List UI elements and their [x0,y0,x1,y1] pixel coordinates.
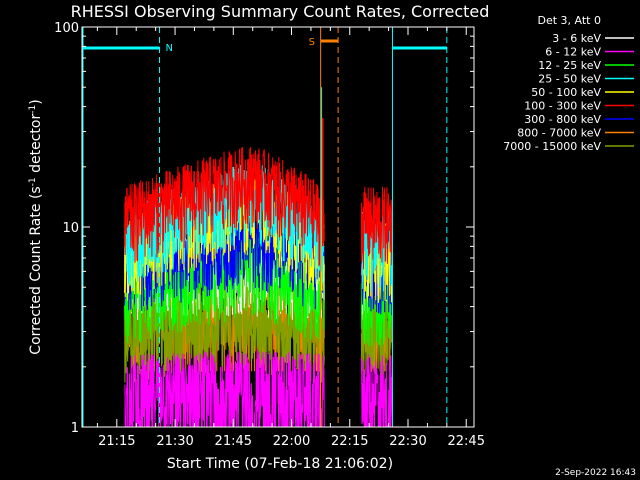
x-tick-label: 21:45 [215,434,252,449]
x-tick-label: 22:45 [448,434,485,449]
chart-title: RHESSI Observing Summary Count Rates, Co… [71,2,490,21]
legend-label: 300 - 800 keV [524,113,601,126]
y-axis-label-sup1: -1 [28,177,38,186]
series-layer [124,87,393,428]
axis-layer: 21:15 21:30 21:45 22:00 22:15 22:30 22:45 1 10 10… [54,21,485,449]
annotation-label: S [309,37,315,48]
y-axis-label: Corrected Count Rate (s-1 detector-1) [28,99,44,354]
y-tick-label: 10 [62,221,79,236]
x-tick-label: 21:15 [98,434,135,449]
legend-label: 100 - 300 keV [524,100,601,113]
legend-label: 25 - 50 keV [538,73,601,86]
annotation-label: N [166,43,173,54]
y-axis-label-part2: detector [28,114,44,178]
y-tick-label: 1 [71,421,79,436]
series-trace [124,349,325,428]
date-stamp: 2-Sep-2022 16:43 [555,468,636,478]
legend-label: 3 - 6 keV [552,32,601,45]
series-trace [360,186,393,270]
legend-label: 800 - 7000 keV [517,127,601,140]
legend-header: Det 3, Att 0 [538,14,602,27]
legend-label: 6 - 12 keV [545,46,601,59]
x-tick-label: 22:00 [273,434,310,449]
series-trace [124,289,325,383]
legend-label: 12 - 25 keV [538,59,601,72]
y-axis-label-sup2: -1 [28,105,38,114]
x-tick-label: 22:30 [389,434,426,449]
y-axis-label-part1: Corrected Count Rate (s [28,186,44,354]
y-axis-label-part3: ) [28,99,44,104]
legend-label: 50 - 100 keV [531,86,601,99]
x-tick-label: 21:30 [156,434,193,449]
legend-label: 7000 - 15000 keV [503,140,601,153]
x-axis-label: Start Time (07-Feb-18 21:06:02) [167,456,393,472]
x-tick-label: 22:15 [331,434,368,449]
series-trace [124,146,325,267]
y-tick-label: 100 [54,21,79,36]
